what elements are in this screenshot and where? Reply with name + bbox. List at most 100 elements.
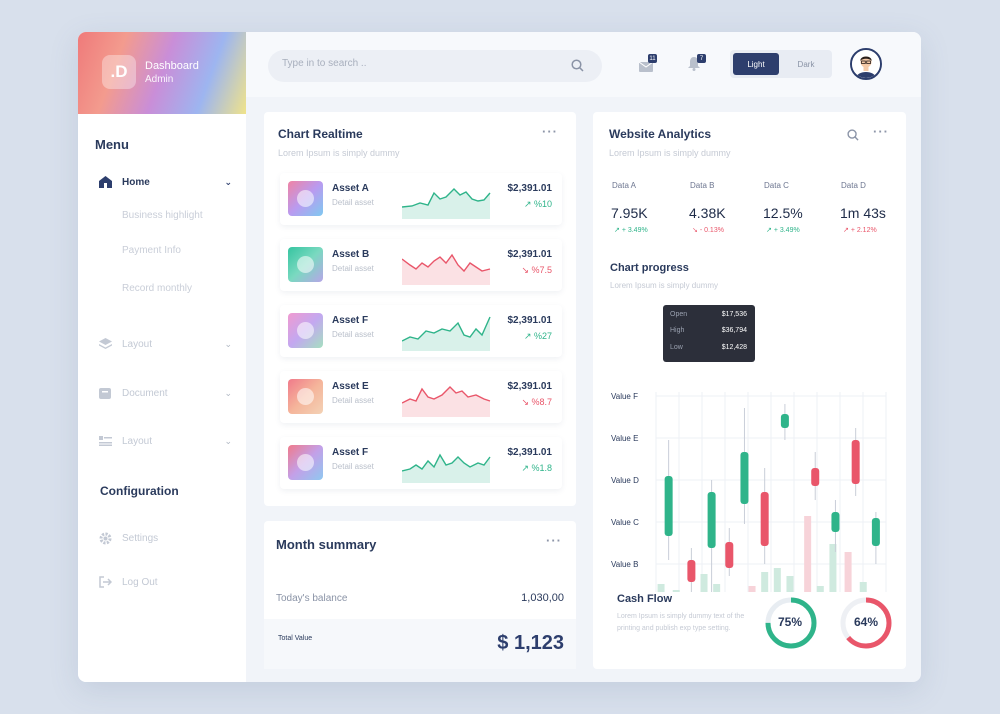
asset-price: $2,391.01 [507,381,553,392]
asset-detail: Detail asset [332,396,374,405]
y-axis-label: Value B [611,560,638,569]
chevron-down-icon[interactable]: ⌄ [224,176,232,187]
light-mode-button[interactable]: Light [733,53,779,75]
asset-name: Asset F [332,315,369,326]
arrow-down-icon: ↘ [692,227,700,234]
asset-thumbnail [288,181,323,216]
stat-change: ↗ + 3.49% [766,227,800,234]
candle-body [851,440,860,484]
arrow-down-icon: ↘ [521,265,532,275]
sidebar-item-home[interactable]: Home ⌄ [98,173,238,191]
asset-change: ↗ %1.8 [521,463,552,473]
sub-item-payment[interactable]: Payment Info [122,245,181,256]
volume-bar [804,516,812,592]
chevron-down-icon[interactable]: ⌄ [224,387,232,398]
asset-row[interactable]: Asset E Detail asset $2,391.01 ↘ %8.7 [280,371,562,423]
y-axis-label: Value D [611,476,639,485]
asset-change: ↗ %10 [523,199,552,209]
stat-label: Data A [612,181,637,190]
search-input[interactable] [282,58,562,69]
sidebar-item-layout-2[interactable]: Layout ⌄ [98,432,238,450]
stat-value: 12.5% [763,205,803,221]
sub-item-business[interactable]: Business highlight [122,210,203,221]
volume-bar [700,574,708,592]
card-subtitle: Lorem Ipsum is simply dummy [609,148,731,158]
chevron-down-icon[interactable]: ⌄ [224,435,232,446]
asset-row[interactable]: Asset F Detail asset $2,391.01 ↗ %27 [280,305,562,357]
volume-bar [672,590,680,592]
cash-flow-donut-2 [840,597,892,649]
asset-detail: Detail asset [332,264,374,273]
chevron-down-icon[interactable]: ⌄ [224,338,232,349]
chart-realtime-card: Chart Realtime Lorem Ipsum is simply dum… [264,112,576,506]
bell-icon[interactable]: 7 [688,54,706,76]
asset-name: Asset F [332,447,369,458]
search-icon[interactable] [847,128,859,146]
volume-bar [713,584,721,592]
asset-row[interactable]: Asset F Detail asset $2,391.01 ↗ %1.8 [280,437,562,489]
donut-label: 75% [778,615,803,629]
asset-price: $2,391.01 [507,447,553,458]
asset-thumbnail [288,445,323,480]
asset-row[interactable]: Asset A Detail asset $2,391.01 ↗ %10 [280,173,562,225]
total-value: $ 1,123 [497,632,564,654]
arrow-up-icon: ↗ [523,331,534,341]
volume-bar [844,552,852,592]
sidebar-item-logout[interactable]: Log Out [98,573,238,591]
stat-change: ↗ + 3.49% [614,227,648,234]
configuration-heading: Configuration [100,484,179,498]
document-icon [98,386,112,400]
arrow-up-icon: ↗ [521,463,532,473]
search-icon[interactable] [571,59,584,77]
asset-detail: Detail asset [332,462,374,471]
asset-price: $2,391.01 [507,183,553,194]
asset-name: Asset E [332,381,369,392]
sparkline [402,316,491,351]
asset-price: $2,391.01 [507,315,553,326]
month-summary-card: Month summary ··· Today's balance 1,030,… [264,521,576,669]
candle-body [740,452,749,504]
tooltip-high-value: $36,794 [721,327,747,334]
brand-header: .D Dashboard Admin [78,32,246,114]
sidebar-item-label: Document [122,387,168,399]
notification-badge: 7 [697,54,706,63]
mail-icon[interactable]: 11 [638,54,657,77]
sub-item-record[interactable]: Record monthly [122,283,193,294]
sparkline [402,188,491,219]
more-options-icon[interactable]: ··· [542,124,558,139]
asset-change: ↗ %27 [523,331,552,341]
asset-thumbnail [288,313,323,348]
asset-change: ↘ %7.5 [521,265,552,275]
asset-row[interactable]: Asset B Detail asset $2,391.01 ↘ %7.5 [280,239,562,291]
donut-label: 64% [854,615,879,629]
balance-value: 1,030,00 [521,592,564,604]
y-axis-label: Value E [611,434,638,443]
asset-thumbnail [288,247,323,282]
volume-bar [829,544,837,592]
balance-label: Today's balance [276,593,348,604]
chart-progress-subtitle: Lorem Ipsum is simply dummy [610,281,719,290]
sidebar-item-settings[interactable]: Settings [98,529,238,547]
sidebar-item-document[interactable]: Document ⌄ [98,384,238,402]
stat-label: Data C [764,181,789,190]
sidebar-item-label: Log Out [122,576,158,588]
candle-body [725,542,734,568]
logout-icon [98,575,112,589]
dark-mode-button[interactable]: Dark [797,59,815,69]
asset-detail: Detail asset [332,198,374,207]
user-avatar[interactable] [850,48,882,80]
card-title: Month summary [276,537,377,552]
sidebar-item-layout[interactable]: Layout ⌄ [98,335,238,353]
candle-body [707,492,716,548]
more-options-icon[interactable]: ··· [873,124,889,139]
brand-title: Dashboard [145,60,199,72]
asset-detail: Detail asset [332,330,374,339]
brand-logo[interactable]: .D [102,55,136,89]
sparkline [402,453,491,483]
gear-icon [98,531,112,545]
volume-bar [748,586,756,592]
mail-badge: 11 [648,54,657,63]
stat-change: ↗ + 2.12% [843,227,877,234]
more-options-icon[interactable]: ··· [546,533,562,548]
